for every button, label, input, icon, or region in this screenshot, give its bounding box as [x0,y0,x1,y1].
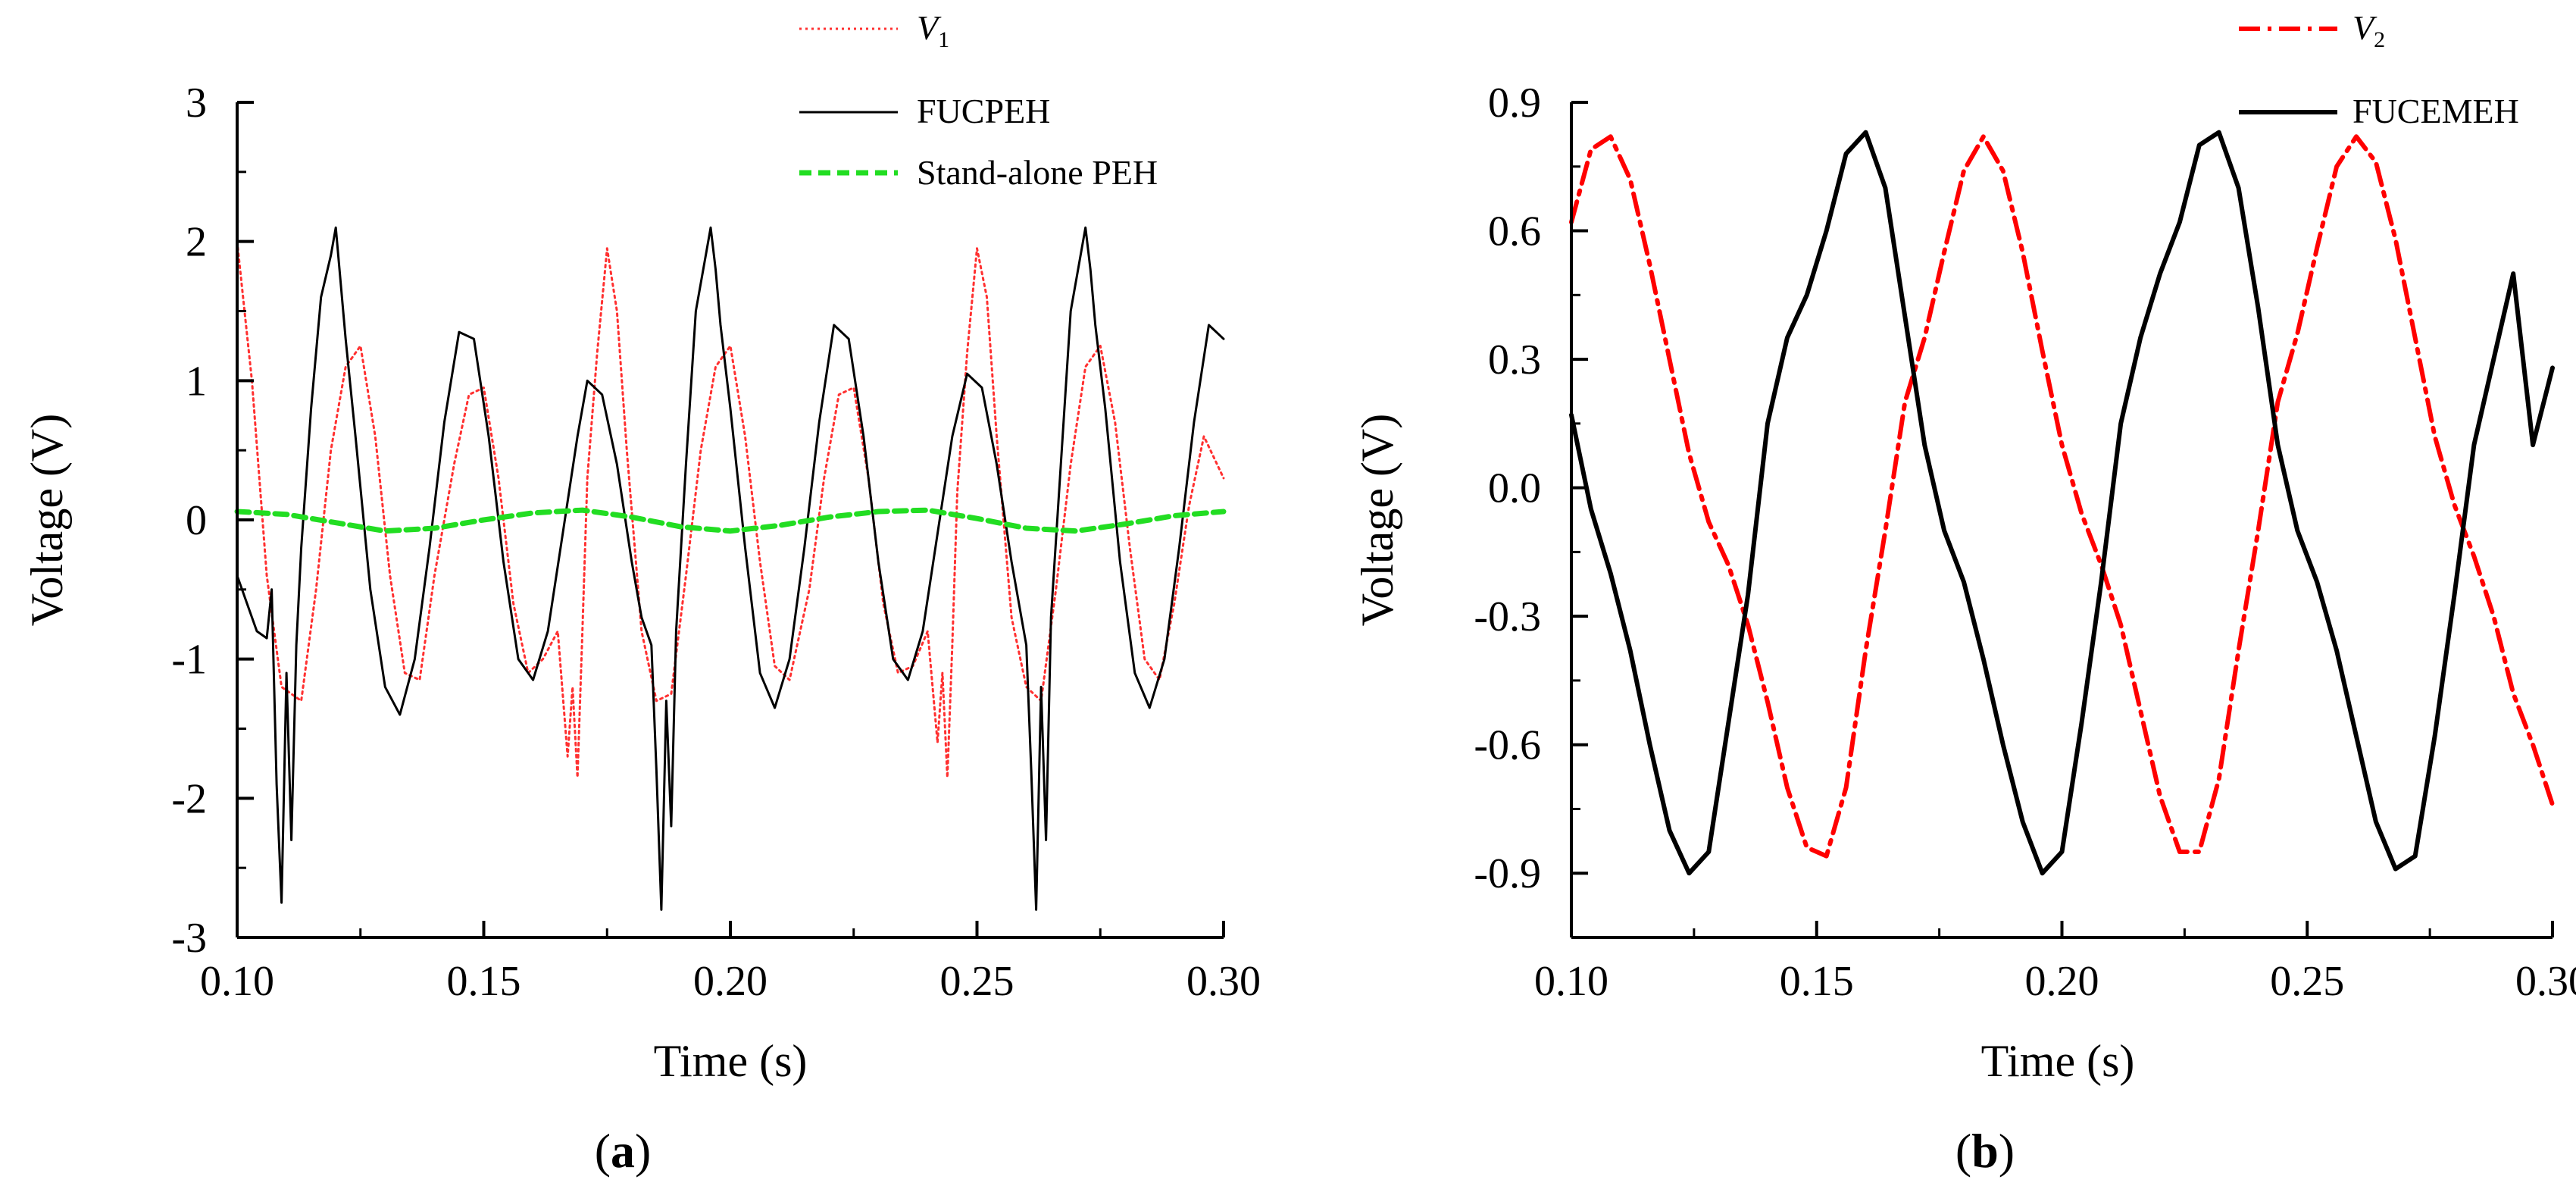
panel-b-xtick-label: 0.15 [1780,958,1854,1005]
panel-b: 0.9 0.6 0.3 0.0 -0.3 -0.6 -0.9 0.10 0.15 0.20 0.2… [1352,8,2576,1178]
panel-b-ytick-label: -0.3 [1474,593,1541,640]
panel-b-ytick-label: -0.6 [1474,722,1541,769]
panel-a-legend: V1 FUCPEH Stand-alone PEH [799,8,1158,192]
panel-b-series-fucemeh-line [1569,130,2555,876]
panel-a-xtick-label: 0.15 [447,958,521,1005]
panel-a-ytick-label: -1 [171,637,207,684]
panel-a-series-v1-line [236,240,1225,779]
panel-a-yticks-group: 3 2 1 0 -1 -2 -3 [171,80,254,962]
panel-b-legend: V2 FUCEMEH [2239,8,2519,130]
panel-a-ytick-label: 0 [186,497,207,544]
panel-a-legend-v1-label: V1 [917,8,949,52]
panel-a-xlabel: Time (s) [654,1036,808,1086]
panel-a-ytick-label: 2 [186,219,207,266]
panel-b-yticks-group: 0.9 0.6 0.3 0.0 -0.3 -0.6 -0.9 [1474,80,1588,897]
panel-a-xtick-label: 0.20 [693,958,767,1005]
panel-b-xtick-label: 0.25 [2270,958,2344,1005]
panel-a-xticks-group: 0.10 0.15 0.20 0.25 0.30 [200,921,1261,1005]
panel-a: 3 2 1 0 -1 -2 -3 0.10 0.15 0.20 0.25 0.30 Time (s)… [22,8,1261,1178]
panel-a-ytick-label: -3 [171,915,207,962]
panel-b-ytick-label: 0.9 [1488,80,1541,127]
panel-a-series-fucpeh-line [236,226,1225,911]
panel-b-label: (b) [1955,1124,2015,1178]
panel-a-label: (a) [595,1124,652,1178]
panel-a-ytick-label: 1 [186,358,207,405]
panel-a-xtick-label: 0.25 [940,958,1014,1005]
panel-a-ylabel: Voltage (V) [22,414,72,627]
panel-a-ytick-label: 3 [186,80,207,127]
panel-b-xtick-label: 0.30 [2515,958,2576,1005]
panel-b-xtick-label: 0.10 [1534,958,1608,1005]
panel-b-ylabel: Voltage (V) [1352,414,1402,627]
panel-b-xlabel: Time (s) [1981,1036,2135,1086]
panel-b-ytick-label: 0.0 [1488,465,1541,512]
panel-a-legend-fucpeh-label: FUCPEH [917,92,1050,130]
panel-b-xtick-label: 0.20 [2025,958,2099,1005]
panel-b-legend-v2-label: V2 [2352,8,2385,52]
panel-a-xtick-label: 0.30 [1186,958,1261,1005]
panel-a-series-stand-alone-peh-line [234,507,1227,534]
panel-a-series-group [234,226,1227,911]
panel-b-series-group [1569,130,2555,876]
panel-a-ytick-label: -2 [171,775,207,822]
panel-b-xticks-group: 0.10 0.15 0.20 0.25 0.30 [1534,921,2576,1005]
panel-b-ytick-label: 0.6 [1488,208,1541,255]
panel-b-ytick-label: 0.3 [1488,336,1541,383]
panel-a-xtick-label: 0.10 [200,958,274,1005]
panel-a-legend-standalone-label: Stand-alone PEH [917,153,1158,192]
panel-b-legend-fucemeh-label: FUCEMEH [2352,92,2519,130]
panel-b-series-v2-line [1569,134,2555,859]
panel-b-ytick-label: -0.9 [1474,850,1541,897]
